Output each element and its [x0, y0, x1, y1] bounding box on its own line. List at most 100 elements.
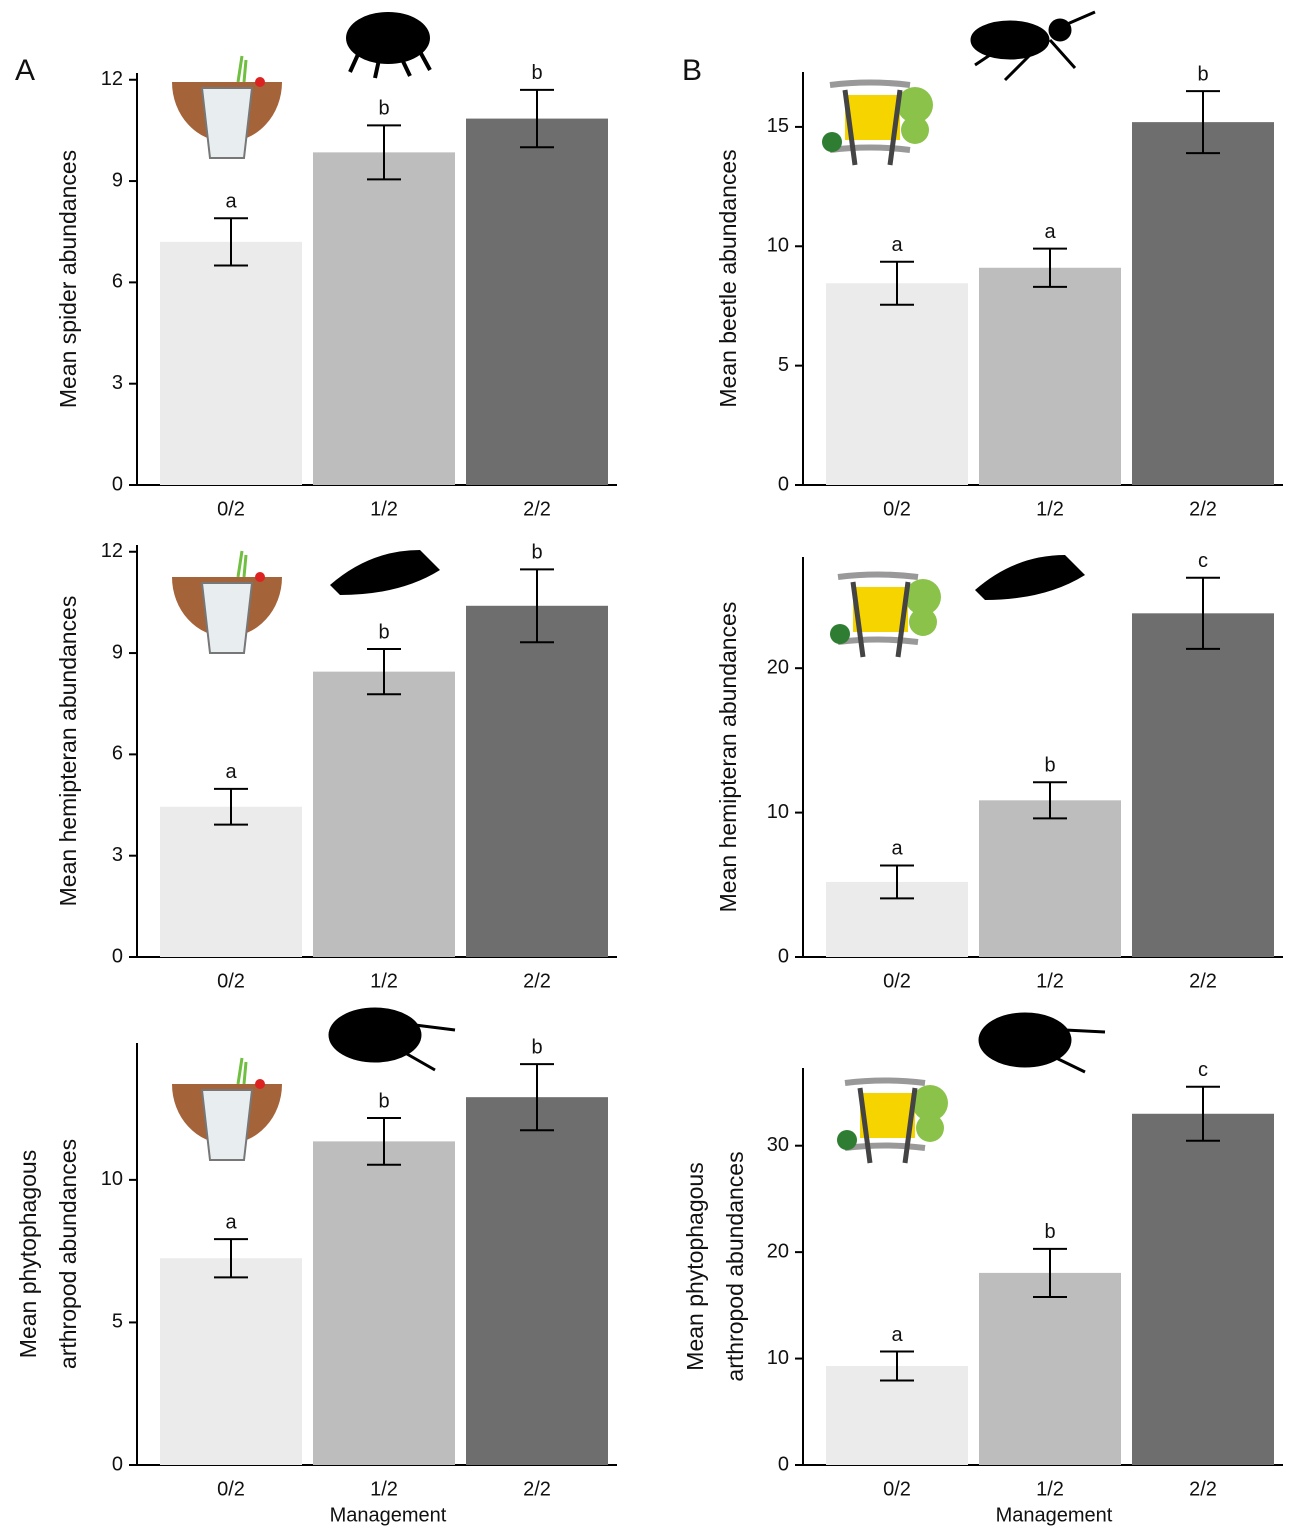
bar	[313, 152, 455, 485]
y-tick-label: 0	[112, 1453, 123, 1475]
y-tick-label: 0	[778, 945, 789, 967]
x-axis-label: Management	[330, 1504, 447, 1526]
y-tick-label: 5	[112, 1311, 123, 1333]
bar	[313, 1141, 455, 1465]
y-tick-label: 5	[778, 354, 789, 376]
x-tick-label: 2/2	[523, 970, 551, 992]
error-bar	[1033, 781, 1067, 820]
x-tick-label: 0/2	[217, 498, 245, 520]
bar	[1132, 122, 1274, 486]
x-tick-label: 0/2	[883, 1478, 911, 1500]
error-bar	[367, 1116, 401, 1166]
significance-letter: a	[225, 190, 237, 212]
error-bar	[214, 787, 248, 826]
significance-letter: b	[1197, 63, 1208, 85]
sticky-trap-icon	[837, 1077, 948, 1164]
x-tick-label: 1/2	[370, 1478, 398, 1500]
y-tick-label: 12	[101, 68, 123, 90]
significance-letter: a	[891, 234, 903, 256]
x-tick-label: 2/2	[1189, 970, 1217, 992]
pitfall-icon	[172, 550, 282, 654]
x-tick-label: 2/2	[523, 498, 551, 520]
bar	[160, 241, 302, 485]
significance-letter: b	[531, 542, 542, 564]
beetle-icon	[970, 10, 1096, 82]
panel-label: A	[15, 54, 35, 87]
x-tick-label: 0/2	[217, 1478, 245, 1500]
y-tick-label: 9	[112, 169, 123, 191]
spider-icon	[346, 12, 432, 79]
error-bar	[520, 88, 554, 149]
error-bar	[1186, 90, 1220, 155]
y-axis-label: Mean hemipteran abundances	[715, 602, 741, 913]
y-tick-label: 6	[112, 743, 123, 765]
significance-letter: b	[1044, 755, 1055, 777]
x-tick-label: 0/2	[217, 970, 245, 992]
significance-letter: b	[378, 621, 389, 643]
error-bar	[520, 568, 554, 644]
y-axis-label: Mean hemipteran abundances	[55, 596, 81, 907]
x-tick-label: 0/2	[883, 498, 911, 520]
y-tick-label: 0	[112, 473, 123, 495]
y-tick-label: 0	[112, 945, 123, 967]
significance-letter: a	[891, 838, 903, 860]
bar	[826, 283, 968, 485]
sticky-trap-icon	[822, 79, 933, 166]
bar	[160, 1258, 302, 1465]
x-axis-label: Management	[996, 1504, 1113, 1526]
bar	[979, 800, 1121, 957]
bar	[313, 671, 455, 957]
significance-letter: b	[378, 1090, 389, 1112]
error-bar	[1033, 1247, 1067, 1298]
y-tick-label: 3	[112, 844, 123, 866]
bar	[466, 605, 608, 957]
significance-letter: b	[378, 98, 389, 120]
y-tick-label: 30	[767, 1134, 789, 1156]
y-axis-label: arthropod abundances	[55, 1139, 81, 1369]
y-tick-label: 12	[101, 540, 123, 562]
y-tick-label: 0	[778, 1453, 789, 1475]
y-tick-label: 6	[112, 271, 123, 293]
x-tick-label: 2/2	[1189, 1478, 1217, 1500]
pitfall-icon	[172, 1057, 282, 1161]
error-bar	[880, 260, 914, 306]
x-tick-label: 1/2	[370, 970, 398, 992]
x-tick-label: 0/2	[883, 970, 911, 992]
hemipteran-icon	[330, 550, 1085, 600]
significance-letter: a	[1044, 221, 1056, 243]
y-axis-label: arthropod abundances	[722, 1151, 748, 1381]
error-bar	[214, 217, 248, 267]
error-bar	[367, 648, 401, 696]
x-tick-label: 1/2	[1036, 498, 1064, 520]
y-axis-label: Mean beetle abundances	[715, 149, 741, 407]
significance-letter: b	[531, 62, 542, 84]
x-tick-label: 1/2	[1036, 970, 1064, 992]
bar	[160, 806, 302, 957]
error-bar	[214, 1238, 248, 1279]
panel-label: B	[682, 54, 702, 87]
pitfall-icon	[172, 55, 282, 159]
y-tick-label: 3	[112, 372, 123, 394]
x-tick-label: 2/2	[523, 1478, 551, 1500]
y-tick-label: 10	[101, 1168, 123, 1190]
error-bar	[880, 864, 914, 900]
y-tick-label: 10	[767, 801, 789, 823]
bar	[826, 1366, 968, 1465]
error-bar	[367, 124, 401, 181]
y-tick-label: 15	[767, 115, 789, 137]
significance-letter: b	[531, 1036, 542, 1058]
bar	[1132, 1113, 1274, 1465]
significance-letter: c	[1198, 1059, 1208, 1081]
y-tick-label: 20	[767, 656, 789, 678]
y-tick-label: 9	[112, 641, 123, 663]
weevil-icon	[328, 1007, 1106, 1074]
significance-letter: b	[1044, 1221, 1055, 1243]
x-tick-label: 2/2	[1189, 498, 1217, 520]
y-tick-label: 10	[767, 1347, 789, 1369]
significance-letter: a	[891, 1324, 903, 1346]
y-tick-label: 20	[767, 1240, 789, 1262]
x-tick-label: 1/2	[370, 498, 398, 520]
bar	[466, 1097, 608, 1465]
